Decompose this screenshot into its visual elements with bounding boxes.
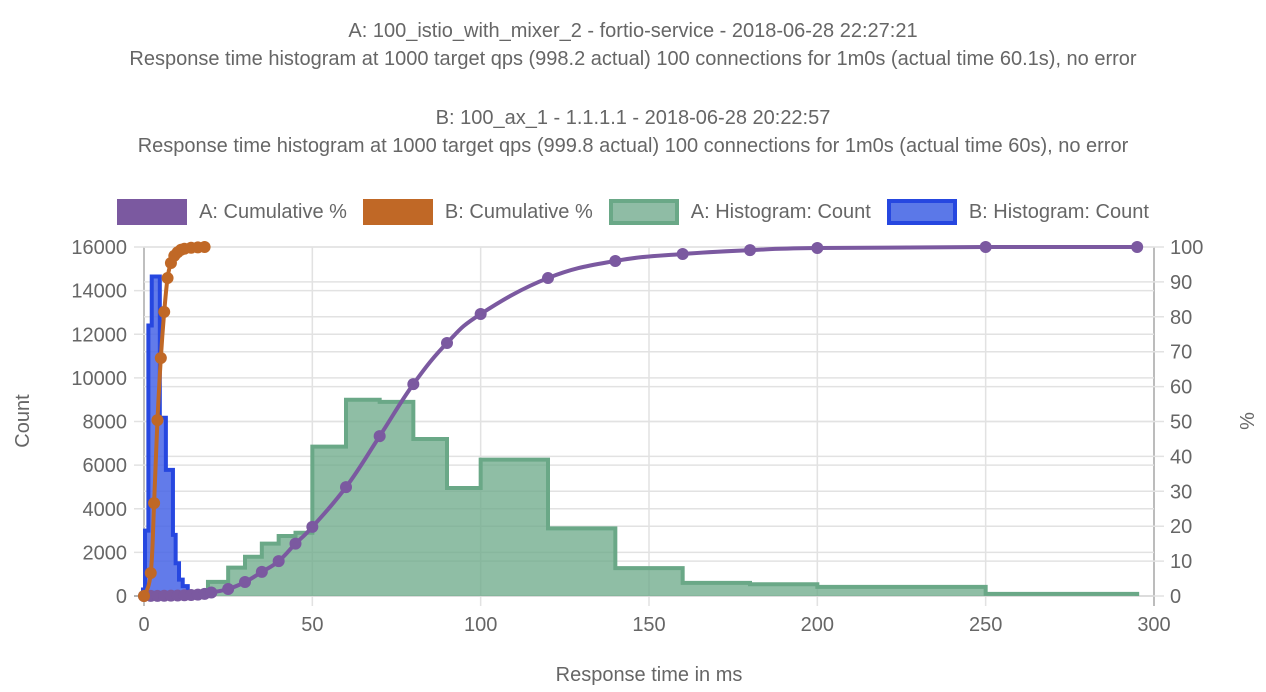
y-axis-left-label: Count	[12, 394, 34, 448]
data-point	[154, 351, 167, 364]
histogram-bin	[160, 418, 166, 596]
subtitle-b: Response time histogram at 1000 target q…	[137, 135, 1129, 157]
y-right-tick-label: 50	[1170, 412, 1192, 434]
histogram-bin	[548, 528, 615, 596]
y-left-tick-label: 12000	[71, 324, 127, 346]
histogram-bin	[986, 594, 1138, 596]
y-right-tick-label: 0	[1170, 586, 1181, 608]
series-b-cumulative	[138, 241, 211, 602]
data-point	[198, 241, 211, 253]
data-point	[340, 481, 352, 494]
histogram-bin	[683, 583, 750, 596]
legend-swatch	[362, 199, 433, 225]
x-tick-label: 50	[301, 614, 323, 636]
histogram-bin	[413, 439, 447, 596]
series-a-cumulative	[138, 241, 1144, 602]
y-right-tick-label: 100	[1170, 237, 1203, 259]
title-a: A: 100_istio_with_mixer_2 - fortio-servi…	[348, 20, 918, 42]
y-right-tick-label: 90	[1170, 272, 1192, 294]
axis-ticks: 0 50 100 150 200 250 3000200040006000800010000…	[71, 237, 1203, 636]
y-right-tick-label: 30	[1170, 481, 1192, 503]
y-right-tick-label: 20	[1170, 516, 1192, 538]
x-tick-label: 300	[1137, 614, 1170, 636]
cumulative-lines	[138, 241, 1144, 602]
data-point	[272, 555, 285, 568]
legend-swatch	[608, 199, 679, 225]
data-point	[306, 520, 319, 533]
y-left-tick-label: 0	[116, 586, 127, 608]
data-point	[979, 241, 992, 253]
y-left-tick-label: 8000	[83, 412, 128, 434]
histogram-bin	[481, 460, 548, 596]
data-point	[144, 566, 157, 579]
histogram-bin	[750, 584, 817, 596]
legend: A: Cumulative % B: Cumulative % A: Histo…	[0, 199, 1266, 225]
x-tick-label: 200	[801, 614, 834, 636]
data-point	[148, 497, 161, 510]
legend-label: B: Cumulative %	[444, 200, 593, 223]
data-point	[158, 305, 171, 318]
data-point	[474, 308, 487, 321]
y-left-tick-label: 16000	[71, 237, 127, 259]
data-point	[676, 247, 689, 260]
data-point	[239, 576, 251, 589]
data-point	[609, 254, 622, 267]
histogram-outline	[140, 274, 207, 596]
histogram-bin	[173, 535, 176, 596]
x-tick-label: 0	[138, 614, 149, 636]
y-right-tick-label: 70	[1170, 342, 1192, 364]
data-point	[1131, 241, 1144, 253]
title-b: B: 100_ax_1 - 1.1.1.1 - 2018-06-28 20:22…	[435, 107, 831, 129]
data-point	[811, 242, 824, 255]
data-point	[205, 586, 218, 599]
legend-item-a-histogram[interactable]: A: Histogram: Count	[608, 199, 871, 225]
data-point	[161, 272, 174, 285]
data-point	[138, 590, 150, 602]
legend-label: A: Histogram: Count	[690, 200, 871, 223]
data-point	[542, 272, 554, 285]
histogram-outline	[205, 397, 1140, 596]
x-tick-label: 250	[969, 614, 1002, 636]
histogram-bin	[166, 470, 173, 596]
y-left-tick-label: 6000	[83, 455, 128, 477]
data-point	[255, 565, 268, 578]
y-right-tick-label: 80	[1170, 307, 1192, 329]
histogram-a	[205, 397, 1140, 596]
histogram-bin	[346, 400, 380, 596]
y-left-tick-label: 10000	[71, 368, 127, 390]
legend-item-a-cumulative[interactable]: A: Cumulative %	[117, 199, 347, 225]
x-axis-label: Response time in ms	[556, 664, 743, 686]
histogram-bin	[447, 488, 481, 596]
data-point	[222, 583, 235, 596]
histogram-bin	[615, 568, 682, 596]
data-point	[151, 414, 164, 427]
subtitle-a: Response time histogram at 1000 target q…	[129, 48, 1137, 70]
data-point	[289, 537, 302, 550]
legend-label: A: Cumulative %	[199, 200, 347, 223]
legend-item-b-cumulative[interactable]: B: Cumulative %	[362, 199, 593, 225]
y-left-tick-label: 2000	[83, 542, 128, 564]
data-point	[441, 336, 453, 349]
data-point	[407, 378, 420, 391]
legend-label: B: Histogram: Count	[968, 200, 1149, 223]
x-tick-label: 150	[632, 614, 665, 636]
legend-swatch	[117, 199, 188, 225]
y-right-tick-label: 60	[1170, 377, 1192, 399]
legend-item-b-histogram[interactable]: B: Histogram: Count	[886, 199, 1149, 225]
data-point	[744, 244, 756, 257]
histogram-area	[207, 399, 1138, 596]
legend-swatch	[886, 199, 957, 225]
data-point	[373, 430, 386, 443]
y-left-tick-label: 4000	[83, 499, 128, 521]
x-tick-label: 100	[464, 614, 497, 636]
y-right-tick-label: 10	[1170, 551, 1192, 573]
histogram-bin	[817, 587, 985, 596]
y-axis-right-label: %	[1237, 412, 1259, 430]
y-left-tick-label: 14000	[71, 281, 127, 303]
y-right-tick-label: 40	[1170, 446, 1192, 468]
